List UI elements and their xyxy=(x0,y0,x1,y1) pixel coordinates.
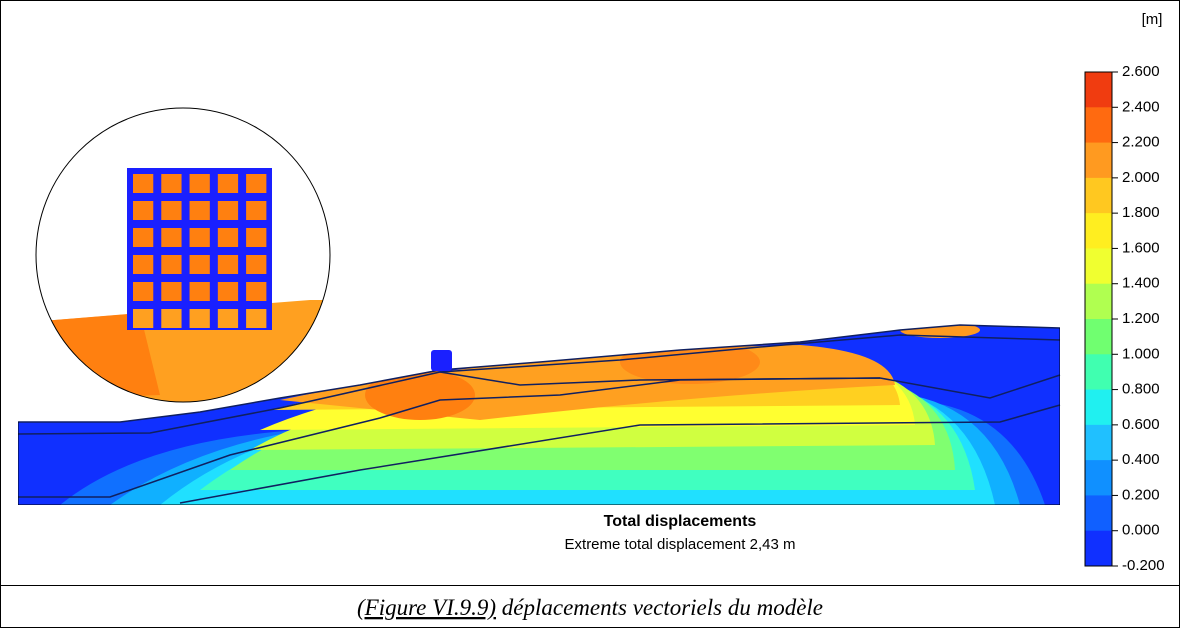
caption-text: déplacements vectoriels du modèle xyxy=(502,595,823,620)
grid-cell xyxy=(217,228,239,247)
legend-swatch xyxy=(1085,142,1112,179)
legend-swatch xyxy=(1085,389,1112,426)
legend-label: 1.200 xyxy=(1122,310,1160,327)
grid-cell xyxy=(161,201,182,220)
grid-cell xyxy=(217,201,239,220)
legend-swatch xyxy=(1085,424,1112,461)
legend-swatch xyxy=(1085,495,1112,532)
legend-label: -0.200 xyxy=(1122,557,1165,574)
plot-subtitle: Extreme total displacement 2,43 m xyxy=(565,536,796,553)
legend-label: 2.000 xyxy=(1122,169,1160,186)
caption: (Figure VI.9.9) déplacements vectoriels … xyxy=(357,595,823,620)
zoom-inset xyxy=(35,107,331,403)
grid-cell xyxy=(246,309,267,328)
grid-cell xyxy=(246,282,267,301)
grid-cell xyxy=(133,201,154,220)
legend-swatch xyxy=(1085,319,1112,355)
legend-swatch xyxy=(1085,72,1112,108)
legend-label: 2.400 xyxy=(1122,98,1160,115)
grid-cell xyxy=(133,255,154,274)
legend-swatch xyxy=(1085,460,1112,496)
grid-cell xyxy=(133,309,154,328)
legend-label: 2.200 xyxy=(1122,134,1160,151)
legend-swatch xyxy=(1085,283,1112,320)
color-legend: 2.600 2.400 2.200 2.000 1.800 1.600 1.400 1.200… xyxy=(1084,63,1165,574)
legend-label: 0.000 xyxy=(1122,522,1160,539)
legend-label: 2.600 xyxy=(1122,63,1160,80)
legend-label: 1.800 xyxy=(1122,204,1160,221)
legend-label: 0.800 xyxy=(1122,381,1160,398)
legend-label: 0.400 xyxy=(1122,451,1160,468)
layer-lines xyxy=(17,324,1061,504)
legend-swatch xyxy=(1085,177,1112,214)
legend-swatch xyxy=(1085,354,1112,391)
grid-cell xyxy=(189,309,210,328)
legend-label: 1.000 xyxy=(1122,345,1160,362)
legend-label: 1.400 xyxy=(1122,275,1160,292)
plot-title: Total displacements xyxy=(604,513,757,530)
grid-cell xyxy=(217,282,239,301)
caption-ref: (Figure VI.9.9) xyxy=(357,595,496,620)
grid-cell xyxy=(133,228,154,247)
grid-cell xyxy=(133,282,154,301)
grid-cell xyxy=(189,174,210,193)
grid-cell xyxy=(246,174,267,193)
grid-cell xyxy=(161,282,182,301)
grid-cell xyxy=(217,174,239,193)
foundation-block xyxy=(431,350,452,371)
unit-label: [m] xyxy=(1142,11,1163,28)
grid-cell xyxy=(217,309,239,328)
grid-cell xyxy=(161,309,182,328)
grid-cell xyxy=(246,255,267,274)
grid-cell xyxy=(161,255,182,274)
legend-swatch xyxy=(1085,107,1112,144)
grid-cell xyxy=(133,174,154,193)
grid-cell xyxy=(189,282,210,301)
legend-label: 0.600 xyxy=(1122,416,1160,433)
grid-cell xyxy=(161,174,182,193)
grid-cell xyxy=(189,201,210,220)
legend-swatch xyxy=(1085,530,1112,567)
grid-cell xyxy=(246,201,267,220)
grid-cell xyxy=(161,228,182,247)
legend-swatch xyxy=(1085,213,1112,249)
legend-label: 0.200 xyxy=(1122,486,1160,503)
grid-cell xyxy=(189,255,210,274)
grid-cell xyxy=(246,228,267,247)
legend-label: 1.600 xyxy=(1122,239,1160,256)
legend-swatch xyxy=(1085,248,1112,285)
grid-cell xyxy=(217,255,239,274)
grid-cell xyxy=(189,228,210,247)
